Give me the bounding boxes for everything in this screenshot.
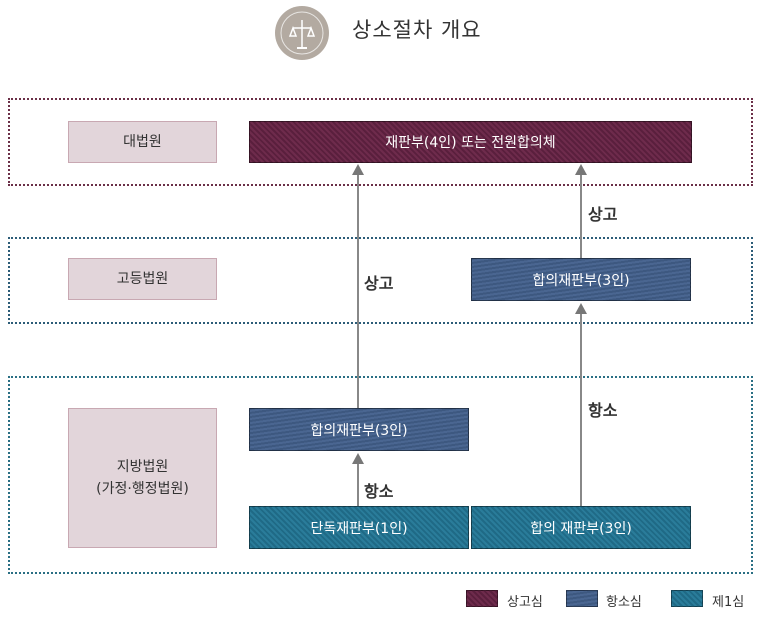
connector-line-right-sango bbox=[580, 174, 582, 258]
high-court-label-text: 고등법원 bbox=[116, 271, 169, 287]
supreme-panel-text: 재판부(4인) 또는 전원합의체 bbox=[385, 135, 556, 151]
legend-swatch-first bbox=[671, 590, 703, 607]
supreme-court-label: 대법원 bbox=[68, 121, 217, 163]
legend-label-sango: 상고심 bbox=[507, 595, 543, 610]
legend-swatch-sango bbox=[466, 590, 498, 607]
high-court-label: 고등법원 bbox=[68, 258, 217, 300]
arrow-up-icon bbox=[575, 164, 587, 175]
connector-label-left-sango: 상고 bbox=[364, 274, 394, 293]
district-appeal-panel-text: 합의재판부(3인) bbox=[310, 422, 408, 439]
legend-label-first: 제1심 bbox=[712, 595, 745, 610]
connector-label-right-hangso: 항소 bbox=[588, 401, 618, 420]
district-court-frame bbox=[8, 376, 753, 574]
page-title: 상소절차 개요 bbox=[352, 18, 482, 42]
high-panel-box: 합의재판부(3인) bbox=[471, 258, 691, 301]
arrow-up-icon bbox=[352, 453, 364, 464]
supreme-court-frame bbox=[8, 98, 753, 186]
supreme-panel-box: 재판부(4인) 또는 전원합의체 bbox=[249, 121, 692, 163]
legend-swatch-hangso bbox=[566, 590, 598, 607]
arrow-up-icon bbox=[352, 164, 364, 175]
connector-label-right-sango: 상고 bbox=[588, 205, 618, 224]
high-panel-text: 합의재판부(3인) bbox=[532, 272, 630, 289]
connector-label-left-hangso: 항소 bbox=[364, 482, 394, 501]
collegiate-first-panel-box: 합의 재판부(3인) bbox=[471, 506, 691, 549]
connector-line-left-sango bbox=[357, 174, 359, 408]
district-appeal-panel-box: 합의재판부(3인) bbox=[249, 408, 469, 451]
single-judge-panel-text: 단독재판부(1인) bbox=[310, 520, 408, 537]
connector-line-left-hangso bbox=[357, 463, 359, 506]
single-judge-panel-box: 단독재판부(1인) bbox=[249, 506, 469, 549]
high-court-frame bbox=[8, 237, 753, 324]
district-court-label: 지방법원 (가정·행정법원) bbox=[68, 408, 217, 548]
court-emblem-icon bbox=[275, 6, 329, 60]
district-court-label-line1: 지방법원 bbox=[116, 459, 169, 475]
district-court-label-line2: (가정·행정법원) bbox=[96, 481, 189, 497]
connector-line-right-hangso bbox=[580, 313, 582, 506]
arrow-up-icon bbox=[575, 303, 587, 314]
supreme-court-label-text: 대법원 bbox=[123, 134, 162, 150]
collegiate-first-panel-text: 합의 재판부(3인) bbox=[530, 520, 632, 537]
legend-label-hangso: 항소심 bbox=[606, 595, 642, 610]
